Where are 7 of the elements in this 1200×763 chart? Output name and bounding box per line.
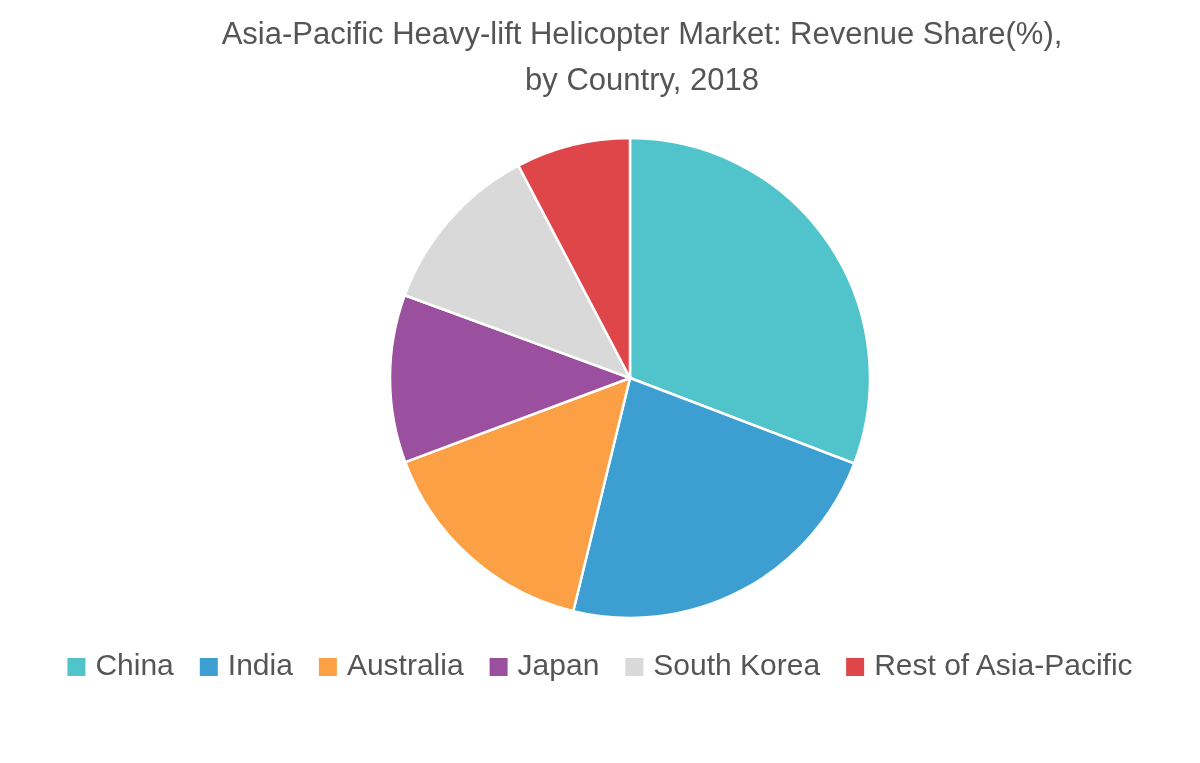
legend-label: Australia <box>346 648 464 681</box>
legend-label: India <box>227 648 294 681</box>
chart-title: Asia-Pacific Heavy-lift Helicopter Market: Revenue Share(%), by Country, 2018 <box>221 16 1063 97</box>
legend-label: Rest of Asia-Pacific <box>874 648 1133 681</box>
legend-label: Japan <box>517 648 600 681</box>
legend-label: China <box>95 648 175 681</box>
legend-label: South Korea <box>653 648 821 681</box>
